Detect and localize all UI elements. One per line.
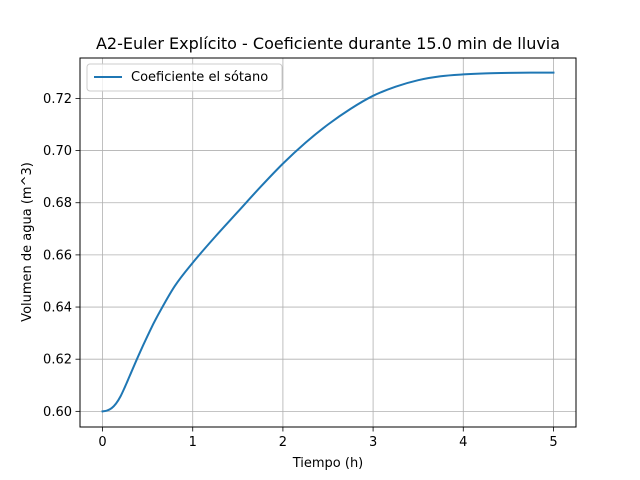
y-tick-label: 0.68	[43, 196, 72, 211]
legend: Coeficiente el sótano	[86, 63, 283, 92]
y-tick-label: 0.62	[43, 353, 72, 368]
chart-title: A2-Euler Explícito - Coeficiente durante…	[96, 34, 560, 53]
y-tick-label: 0.60	[43, 405, 72, 420]
x-tick-label: 3	[369, 435, 377, 450]
series-layer	[101, 71, 555, 413]
x-tick-label: 5	[549, 435, 557, 450]
x-tick-label: 0	[98, 435, 106, 450]
x-tick-label: 4	[459, 435, 467, 450]
legend-label: Coeficiente el sótano	[131, 70, 268, 85]
tick-layer: 0 1 2 3 4 5 0.60 0.62 0.64 0.66 0.68 0.70 0.72	[43, 92, 558, 450]
y-axis-label: Volumen de agua (m^3)	[20, 162, 35, 322]
x-axis-label: Tiempo (h)	[292, 456, 364, 471]
y-tick-label: 0.70	[43, 144, 72, 159]
y-tick-label: 0.72	[43, 92, 72, 107]
series-line	[101, 71, 555, 413]
y-tick-label: 0.64	[43, 301, 72, 316]
x-tick-label: 1	[189, 435, 197, 450]
legend-box	[86, 63, 283, 92]
x-tick-label: 2	[279, 435, 287, 450]
plot-frame	[79, 57, 577, 428]
y-tick-label: 0.66	[43, 248, 72, 263]
